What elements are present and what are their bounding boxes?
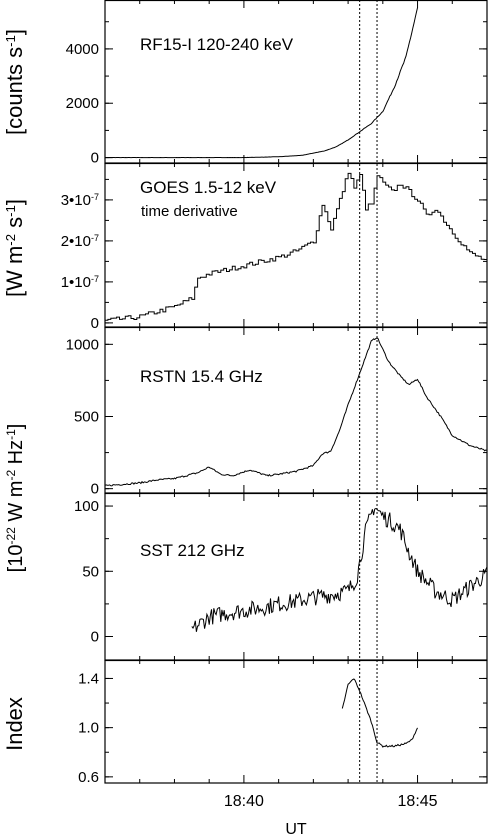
series-line xyxy=(104,7,418,159)
y-tick-label: 1•10-7 xyxy=(61,274,99,291)
x-tick-label: 18:40 xyxy=(224,793,264,810)
x-tick-label: 18:45 xyxy=(398,793,438,810)
panel-1: 0 2000 4000 RF15-I 120-240 keV xyxy=(66,0,488,167)
panel-4: 0 50 100 SST 212 GHz xyxy=(74,492,488,661)
y-tick-label: 0 xyxy=(91,629,99,646)
y-tick-label: 4000 xyxy=(66,41,99,58)
panel-annotation: SST 212 GHz xyxy=(140,541,245,560)
y-tick-label: 0.6 xyxy=(78,769,99,786)
panel-frame xyxy=(104,659,488,784)
panel-2: 0 1•10-7 2•10-7 3•10-7 GOES 1.5-12 keV time d… xyxy=(61,162,488,332)
panel-annotation: RF15-I 120-240 keV xyxy=(140,35,294,54)
panel-frame xyxy=(104,0,488,164)
panel-frame xyxy=(104,492,488,661)
series-line xyxy=(105,172,488,321)
panel-annotation: RSTN 15.4 GHz xyxy=(140,367,263,386)
panel-frame xyxy=(104,326,488,494)
y-axis-label: Index xyxy=(2,697,27,751)
y-tick-label: 3•10-7 xyxy=(61,192,99,209)
panel-annotation: GOES 1.5-12 keV xyxy=(140,178,277,197)
series-line xyxy=(191,508,488,632)
y-axis-label: [counts s-1] xyxy=(2,29,27,135)
series-line xyxy=(341,678,418,748)
y-tick-label: 1000 xyxy=(66,336,99,353)
panel-3: 0 500 1000 RSTN 15.4 GHz xyxy=(66,326,488,498)
y-tick-label: 0 xyxy=(91,481,99,498)
y-tick-label: 100 xyxy=(74,498,99,515)
y-tick-label: 2•10-7 xyxy=(61,233,99,250)
y-axis-label: [W m-2 s-1] xyxy=(2,199,27,297)
y-tick-label: 2000 xyxy=(66,95,99,112)
y-tick-label: 1.0 xyxy=(78,720,99,737)
x-axis-label: UT xyxy=(285,821,307,838)
y-axis-label: [10-22 W m-2 Hz-1] xyxy=(4,424,27,573)
y-tick-label: 0 xyxy=(91,150,99,167)
y-tick-label: 1.4 xyxy=(78,670,99,687)
panel-annotation-2: time derivative xyxy=(141,203,238,220)
y-tick-label: 0 xyxy=(91,315,99,332)
y-tick-label: 50 xyxy=(82,563,99,580)
y-tick-label: 500 xyxy=(74,408,99,425)
panel-5: 0.6 1.0 1.4 xyxy=(78,659,488,786)
series-line xyxy=(104,337,488,487)
